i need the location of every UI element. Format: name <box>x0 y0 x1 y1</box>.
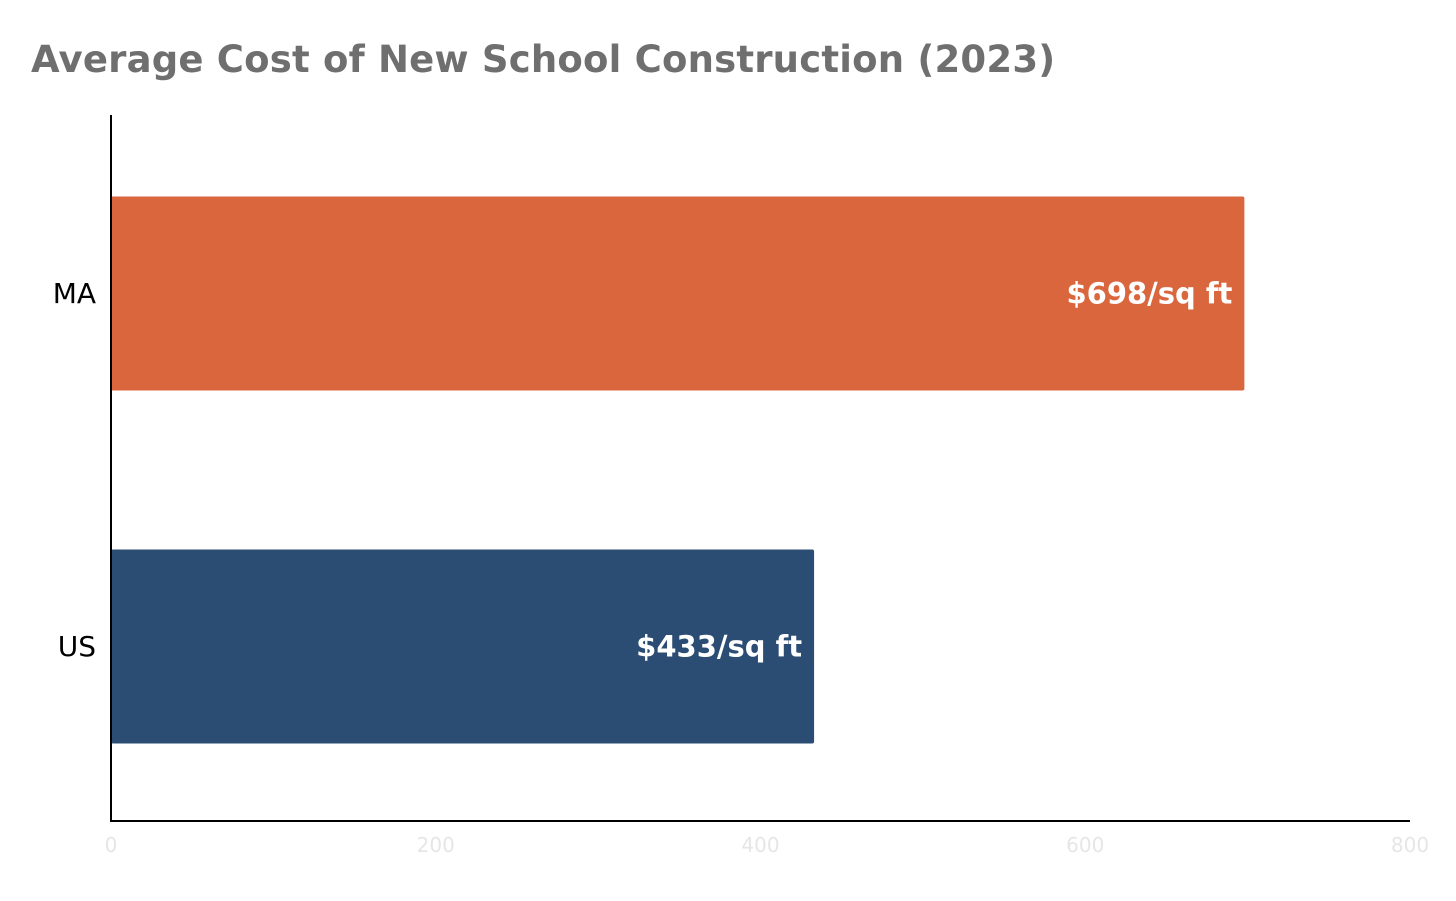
category-label-us: US <box>58 630 96 663</box>
data-label-ma: $698/sq ft <box>1066 277 1232 311</box>
data-label-us: $433/sq ft <box>636 630 802 664</box>
x-tick-label-600: 600 <box>1066 833 1104 857</box>
bar-ma <box>111 196 1245 391</box>
x-tick-label-800: 800 <box>1391 833 1429 857</box>
chart-title: Average Cost of New School Construction … <box>31 38 1056 81</box>
x-tick-label-400: 400 <box>741 833 779 857</box>
bar-us <box>111 549 815 744</box>
x-tick-label-200: 200 <box>417 833 455 857</box>
category-label-ma: MA <box>53 277 96 310</box>
x-tick-label-0: 0 <box>105 833 118 857</box>
